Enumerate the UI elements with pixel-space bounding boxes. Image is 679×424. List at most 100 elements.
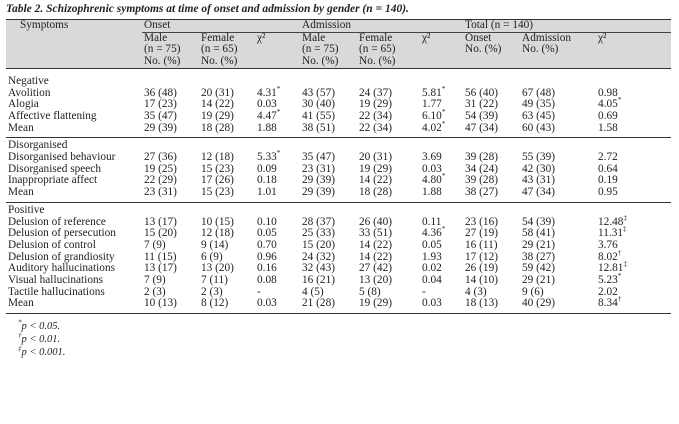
- significance-mark: *: [441, 172, 446, 181]
- table-cell: 14 (10): [465, 274, 498, 287]
- subheader-line: No. (%): [465, 43, 502, 56]
- table-cell: 22 (34): [357, 122, 421, 139]
- subheader-line: χ²: [422, 31, 431, 44]
- table-cell: 39 (28): [465, 174, 498, 187]
- table-cell: 0.19: [598, 174, 618, 187]
- table-cell: 4 (3): [465, 285, 487, 298]
- header-group-total: Total (n = 140): [463, 19, 672, 33]
- table-cell: 12 (18): [201, 151, 234, 164]
- significance-mark: *: [617, 272, 622, 281]
- table-cell: 0.70: [257, 238, 277, 251]
- row-label: Delusion of control: [8, 238, 96, 251]
- row-label: Delusion of persecution: [8, 227, 116, 240]
- table-cell: 49 (35): [522, 98, 555, 111]
- row-label: Mean: [6, 122, 142, 139]
- table-cell: 4.02*: [420, 120, 464, 139]
- table-cell: 1.88: [420, 186, 464, 203]
- subheader-line: Admission: [522, 31, 571, 44]
- table-cell: 55 (39): [522, 151, 555, 164]
- table-cell: 0.09: [257, 162, 277, 175]
- table-cell: 15 (20): [144, 227, 177, 240]
- table-cell: 10 (15): [201, 215, 234, 228]
- table-row: Affective flattening 35 (47) 19 (29) 4.47* 4…: [6, 108, 671, 123]
- significance-mark: *: [276, 84, 281, 93]
- subheader-line: Male: [302, 31, 326, 44]
- row-label: Auditory hallucinations: [8, 262, 115, 275]
- footnote-text: p < 0.01.: [21, 334, 61, 345]
- table-cell: 0.05: [422, 238, 442, 251]
- table-cell: 13 (20): [201, 262, 234, 275]
- subheader-line: No. (%): [302, 55, 339, 68]
- table-cell: 31 (22): [465, 98, 498, 111]
- significance-mark: *: [441, 108, 446, 117]
- table-cell: 60 (43): [520, 122, 597, 139]
- table-cell: 27 (42): [359, 262, 392, 275]
- table-cell: 19 (29): [201, 109, 234, 122]
- table-cell: 4.31*: [257, 84, 281, 99]
- row-label: Alogia: [8, 98, 39, 111]
- table-cell: 20 (31): [201, 86, 234, 99]
- table-cell: 3.69: [422, 151, 442, 164]
- table-cell: 29 (39): [300, 186, 358, 203]
- subheader-cell: Onset No. (%): [463, 32, 521, 69]
- table-cell: 43 (57): [302, 86, 335, 99]
- table-cell: 14 (22): [359, 250, 392, 263]
- table-cell: 19 (29): [359, 98, 392, 111]
- table-cell: 7 (9): [144, 274, 166, 287]
- row-label: Delusion of reference: [8, 215, 106, 228]
- table-cell: 0.03: [420, 298, 464, 315]
- table-cell: 23 (31): [142, 186, 199, 203]
- table-cell: 40 (29): [520, 298, 597, 315]
- table-cell: 54 (39): [465, 109, 498, 122]
- header-group-admission: Admission: [300, 19, 464, 33]
- table-cell: 21 (28): [300, 298, 358, 315]
- table-row: Mean 29 (39) 18 (28) 1.88 38 (51) 22 (34) 4.02…: [6, 120, 672, 139]
- section-title: Positive: [6, 201, 672, 217]
- row-label: Mean: [6, 298, 142, 315]
- footnote-mark: ‡: [18, 344, 22, 353]
- table-row: Disorganised behaviour 27 (36) 12 (18) 5.33…: [6, 149, 671, 164]
- table-cell: 0.11: [422, 215, 442, 228]
- table-cell: 0.08: [257, 274, 277, 287]
- table-cell: -: [422, 285, 426, 298]
- subheader-line: No. (%): [359, 55, 396, 68]
- table-cell: 0.10: [257, 215, 277, 228]
- table-cell: 12.48‡: [598, 213, 627, 228]
- significance-mark: *: [441, 225, 446, 234]
- table-cell: 24 (32): [302, 250, 335, 263]
- table-cell: 15 (23): [201, 162, 234, 175]
- table-cell: 56 (40): [465, 86, 498, 99]
- table-cell: 17 (26): [201, 174, 234, 187]
- table-cell: 1.93: [422, 250, 442, 263]
- table-cell: 4 (5): [302, 285, 324, 298]
- table-cell: 30 (40): [302, 98, 335, 111]
- table-row: Disorganised speech 19 (25) 15 (23) 0.09 23 …: [6, 162, 671, 176]
- subheader-cell: χ²: [596, 32, 672, 69]
- subheader-cell: Female (n = 65) No. (%): [199, 32, 255, 69]
- table-cell: 13 (17): [144, 215, 177, 228]
- table-cell: 15 (20): [302, 238, 335, 251]
- table-cell: 39 (28): [465, 151, 498, 164]
- table-cell: 0.95: [596, 186, 672, 203]
- table-cell: 17 (12): [465, 250, 498, 263]
- significance-mark: *: [276, 149, 281, 158]
- table-row: Inappropriate affect 22 (29) 17 (26) 0.18 29…: [6, 172, 671, 187]
- table-cell: 59 (42): [522, 262, 555, 275]
- subheader-cell: Male (n = 75) No. (%): [300, 31, 358, 69]
- significance-mark: †: [617, 295, 622, 304]
- footnote-text: p < 0.05.: [21, 321, 61, 332]
- table-cell: 4.80*: [422, 172, 446, 187]
- table-cell: 0.04: [422, 274, 442, 287]
- row-label: Disorganised behaviour: [8, 151, 116, 164]
- table-cell: 9 (14): [201, 238, 229, 251]
- table-cell: 13 (20): [359, 274, 392, 287]
- table-cell: 19 (29): [357, 298, 421, 315]
- significance-mark: ‡: [623, 213, 627, 222]
- table-cell: 5.33*: [257, 149, 281, 164]
- table-cell: 23 (31): [302, 162, 335, 175]
- table-cell: 1.58: [596, 122, 672, 139]
- row-label: Affective flattening: [8, 109, 97, 122]
- table-cell: 0.18: [257, 174, 277, 187]
- table-cell: 19 (29): [359, 162, 392, 175]
- footnote: *p < 0.05.: [18, 319, 61, 333]
